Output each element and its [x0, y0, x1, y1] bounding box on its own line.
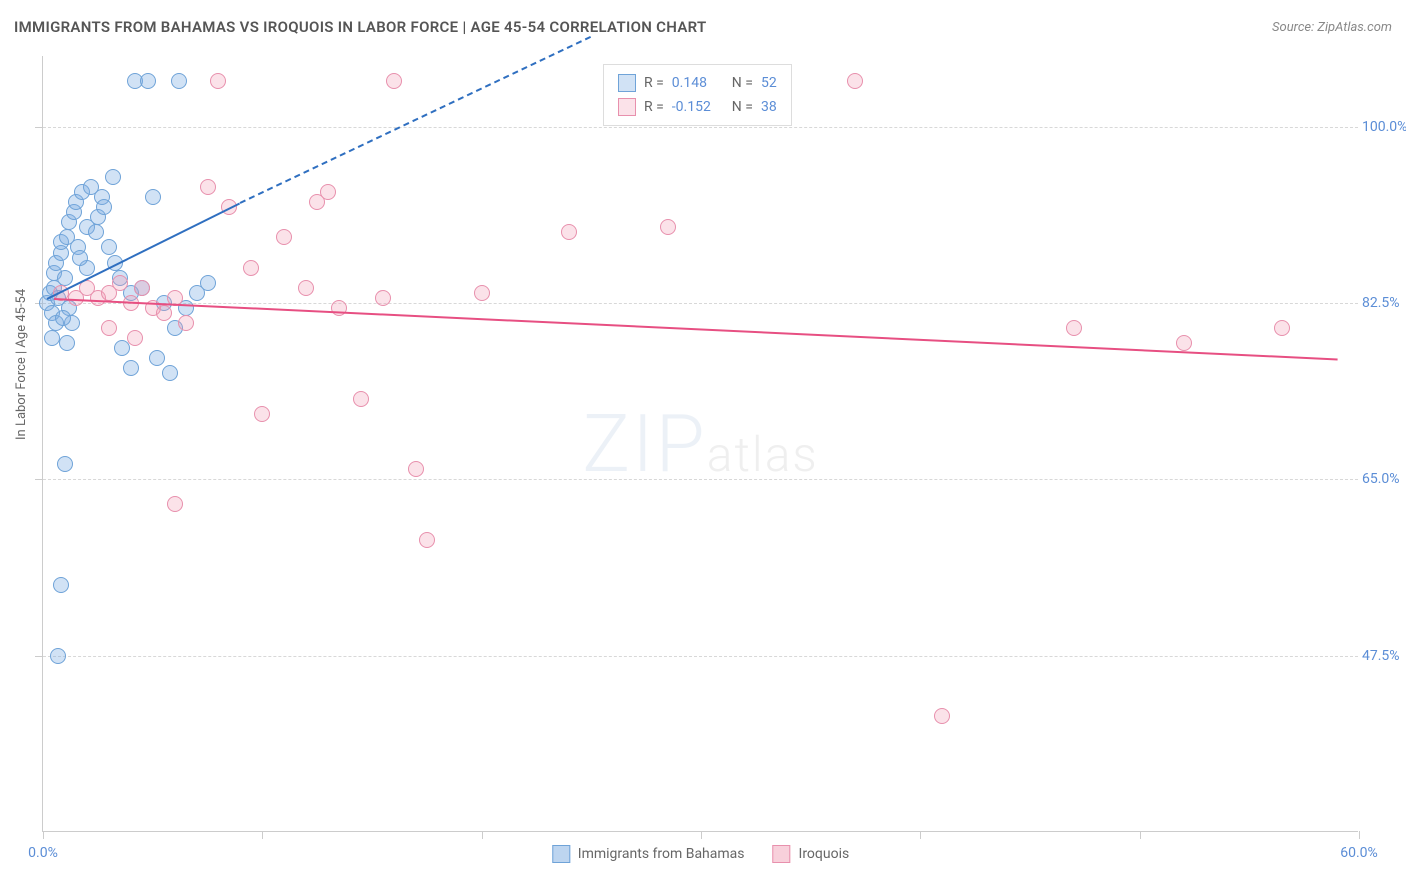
- data-point: [298, 280, 314, 296]
- source-credit: Source: ZipAtlas.com: [1272, 20, 1392, 35]
- watermark: ZIPatlas: [582, 397, 819, 491]
- data-point: [162, 365, 178, 381]
- correlation-legend: R = 0.148 N = 52R = -0.152 N = 38: [603, 64, 792, 126]
- y-tick-label: 100.0%: [1362, 119, 1406, 135]
- data-point: [1274, 320, 1290, 336]
- data-point: [375, 290, 391, 306]
- trendline: [54, 298, 1337, 360]
- legend-label: Iroquois: [799, 846, 850, 862]
- data-point: [408, 461, 424, 477]
- data-point: [847, 73, 863, 89]
- data-point: [934, 708, 950, 724]
- data-point: [72, 250, 88, 266]
- legend-label: Immigrants from Bahamas: [578, 846, 745, 862]
- y-axis-label: In Labor Force | Age 45-54: [14, 289, 29, 440]
- data-point: [57, 456, 73, 472]
- data-point: [140, 73, 156, 89]
- data-point: [101, 320, 117, 336]
- data-point: [386, 73, 402, 89]
- data-point: [167, 496, 183, 512]
- y-tick-label: 47.5%: [1362, 648, 1406, 664]
- data-point: [243, 260, 259, 276]
- x-tick: [701, 831, 702, 839]
- data-point: [55, 310, 71, 326]
- data-point: [96, 199, 112, 215]
- data-point: [50, 648, 66, 664]
- data-point: [353, 391, 369, 407]
- legend-swatch: [618, 74, 636, 92]
- data-point: [57, 270, 73, 286]
- data-point: [44, 330, 60, 346]
- data-point: [134, 280, 150, 296]
- series-legend: Immigrants from Bahamas Iroquois: [552, 845, 849, 863]
- x-tick: [43, 831, 44, 839]
- data-point: [419, 532, 435, 548]
- gridline-h: [43, 479, 1358, 480]
- data-point: [320, 184, 336, 200]
- x-tick: [262, 831, 263, 839]
- data-point: [171, 73, 187, 89]
- data-point: [474, 285, 490, 301]
- data-point: [561, 224, 577, 240]
- data-point: [105, 169, 121, 185]
- data-point: [127, 330, 143, 346]
- scatter-chart: ZIPatlas 47.5%65.0%82.5%100.0%0.0%60.0%R…: [42, 56, 1358, 832]
- y-tick-label: 82.5%: [1362, 295, 1406, 311]
- gridline-h: [43, 127, 1358, 128]
- gridline-h: [43, 656, 1358, 657]
- data-point: [200, 179, 216, 195]
- data-point: [101, 239, 117, 255]
- data-point: [149, 350, 165, 366]
- legend-swatch: [773, 845, 791, 863]
- data-point: [210, 73, 226, 89]
- x-tick: [1140, 831, 1141, 839]
- data-point: [156, 305, 172, 321]
- data-point: [200, 275, 216, 291]
- data-point: [112, 275, 128, 291]
- legend-swatch: [618, 98, 636, 116]
- y-tick-label: 65.0%: [1362, 471, 1406, 487]
- data-point: [123, 360, 139, 376]
- data-point: [1066, 320, 1082, 336]
- chart-title: IMMIGRANTS FROM BAHAMAS VS IROQUOIS IN L…: [14, 18, 707, 36]
- x-tick-label: 60.0%: [1340, 845, 1378, 861]
- x-tick: [920, 831, 921, 839]
- data-point: [1176, 335, 1192, 351]
- data-point: [254, 406, 270, 422]
- x-tick: [482, 831, 483, 839]
- trendline: [240, 36, 592, 204]
- x-tick: [1359, 831, 1360, 839]
- data-point: [276, 229, 292, 245]
- legend-swatch: [552, 845, 570, 863]
- x-tick-label: 0.0%: [28, 845, 58, 861]
- data-point: [59, 335, 75, 351]
- data-point: [88, 224, 104, 240]
- data-point: [53, 577, 69, 593]
- data-point: [660, 219, 676, 235]
- data-point: [145, 189, 161, 205]
- gridline-h: [43, 303, 1358, 304]
- data-point: [178, 315, 194, 331]
